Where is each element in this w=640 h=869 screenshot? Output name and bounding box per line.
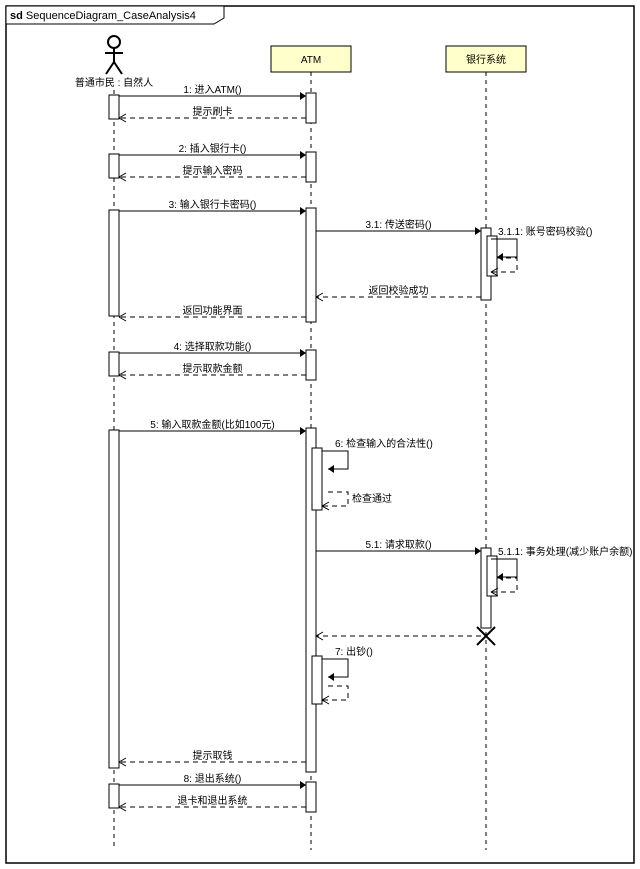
message-label: 退卡和退出系统	[178, 794, 248, 807]
activation	[109, 352, 119, 376]
lifeline-label-bank: 银行系统	[466, 53, 506, 66]
activation	[306, 93, 316, 123]
frame-title: sd SequenceDiagram_CaseAnalysis4	[10, 10, 196, 22]
message-label: 检查通过	[352, 492, 392, 505]
activation	[306, 208, 316, 322]
activation	[109, 784, 119, 808]
message-label: 提示取钱	[193, 749, 233, 762]
activation	[312, 448, 322, 510]
message-label: 5: 输入取款金额(比如100元)	[150, 418, 274, 431]
message-label: 4: 选择取款功能()	[174, 340, 252, 353]
message-label: 返回功能界面	[183, 304, 243, 317]
message-label: 8: 退出系统()	[184, 772, 242, 785]
activation	[312, 656, 322, 704]
message-label: 3.1.1: 账号密码校验()	[498, 225, 592, 238]
message-label: 6: 检查输入的合法性()	[335, 437, 433, 450]
activation	[306, 782, 316, 812]
message-label: 5.1.1: 事务处理(减少账户余额)	[498, 545, 632, 558]
activation	[306, 350, 316, 380]
message-label: 5.1: 请求取款()	[365, 538, 431, 551]
message-label: 2: 插入银行卡()	[179, 142, 247, 155]
activation	[109, 154, 119, 178]
lifeline-label-user: 普通市民 : 自然人	[75, 76, 153, 89]
activation	[306, 152, 316, 182]
message-label: 7: 出钞()	[335, 645, 373, 658]
sequence-diagram: sd SequenceDiagram_CaseAnalysis4 普通市民 : 自…	[0, 0, 640, 869]
message-label: 3.1: 传送密码()	[365, 218, 431, 231]
message-label: 提示输入密码	[183, 164, 243, 177]
lifeline-label-atm: ATM	[301, 55, 321, 66]
message-label: 1: 进入ATM()	[183, 84, 241, 96]
activation	[109, 95, 119, 119]
activation	[109, 210, 119, 316]
message-label: 3: 输入银行卡密码()	[169, 198, 257, 211]
activation	[109, 430, 119, 768]
message-label: 返回校验成功	[369, 284, 429, 297]
message-label: 提示取款金额	[183, 362, 243, 375]
message-label: 提示刷卡	[193, 105, 233, 118]
